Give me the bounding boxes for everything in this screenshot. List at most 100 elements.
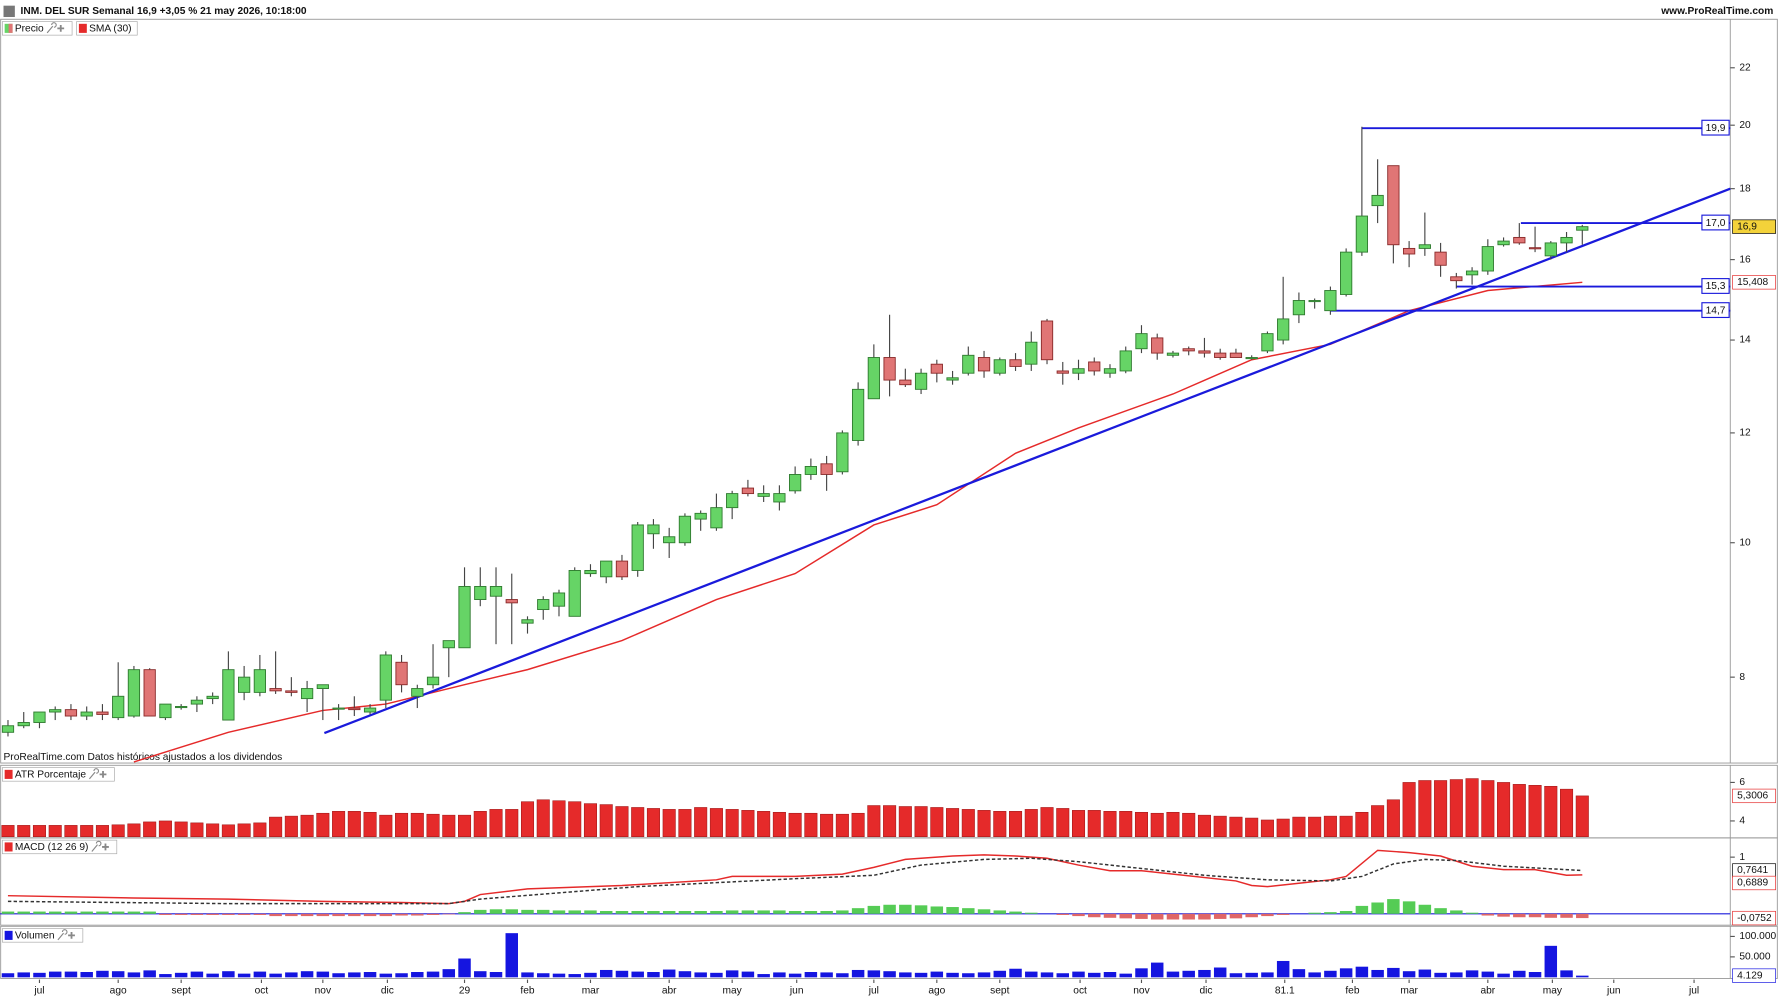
candle-body [1402, 247, 1416, 255]
add-icon [99, 770, 107, 778]
bar [583, 803, 597, 838]
bar [174, 972, 188, 978]
bar [237, 823, 251, 838]
bar [332, 973, 345, 978]
bar [206, 823, 220, 838]
bar [379, 973, 393, 978]
bar [96, 970, 109, 978]
candle-body [962, 354, 975, 374]
bar [1434, 972, 1447, 978]
candle-body [1088, 361, 1101, 372]
candle-body [159, 703, 172, 719]
y-tick-label: 18 [1739, 183, 1751, 194]
bar [568, 974, 581, 978]
bar [316, 812, 330, 838]
histogram-bar [867, 905, 881, 914]
candle-body [757, 493, 770, 497]
legend-box [76, 21, 138, 36]
histogram-bar [1308, 912, 1321, 914]
chart-title: INM. DEL SUR Semanal 16,9 +3,05 % 21 may… [21, 6, 307, 17]
x-tick-label: feb [1345, 986, 1359, 997]
candle-body [64, 709, 78, 717]
histogram-bar [647, 910, 660, 914]
bar [1576, 975, 1589, 978]
candle-body [899, 379, 912, 386]
bar [111, 971, 125, 978]
histogram-bar [395, 913, 408, 916]
last-value-label: 16,9 [1737, 221, 1757, 232]
candle-body [96, 711, 109, 715]
x-tick-label: nov [315, 986, 332, 997]
histogram-bar [1576, 913, 1589, 919]
bar [285, 972, 298, 978]
candle-body [631, 524, 644, 571]
bar [725, 809, 739, 838]
histogram-bar [253, 913, 267, 915]
histogram-bar [836, 910, 849, 914]
bar [300, 814, 314, 838]
candle-body [726, 493, 739, 509]
bar [17, 972, 30, 978]
candle-body [1544, 242, 1557, 257]
histogram-bar [1339, 910, 1353, 914]
bar [694, 807, 708, 838]
bar [363, 811, 377, 838]
histogram-bar [363, 913, 377, 917]
candle-body [190, 699, 204, 705]
bar [788, 812, 802, 838]
bar [1260, 819, 1274, 838]
bar [1166, 811, 1180, 838]
bar [1087, 810, 1101, 838]
candle-body [1040, 320, 1054, 361]
bar [1, 973, 15, 978]
x-tick-label: 29 [459, 986, 471, 997]
bar [64, 825, 78, 838]
bar [946, 972, 959, 978]
candle-body [1119, 350, 1132, 372]
candle-body [820, 463, 833, 475]
bar [804, 812, 818, 838]
panel [0, 837, 1778, 926]
bar [615, 806, 629, 838]
bar [741, 971, 755, 978]
bar [820, 972, 833, 978]
histogram-bar [962, 908, 975, 914]
histogram-bar [1544, 913, 1558, 918]
histogram-bar [1513, 913, 1526, 918]
histogram-bar [426, 913, 440, 915]
candle-body [678, 515, 692, 544]
y-tick-label: 16 [1739, 254, 1751, 265]
candle-body [1198, 350, 1211, 354]
bar [851, 812, 865, 838]
candle-body [143, 669, 156, 717]
histogram-bar [1009, 911, 1022, 914]
y-tick-label: 100.000 [1739, 931, 1776, 942]
x-tick-label: mar [1400, 986, 1418, 997]
bar [1418, 780, 1432, 838]
candle-body [1214, 352, 1227, 358]
bar [709, 808, 723, 838]
bar [836, 973, 849, 978]
bar [332, 811, 346, 838]
bar [458, 958, 471, 978]
candle-body [411, 688, 424, 697]
y-tick-label: 10 [1739, 537, 1751, 548]
bar [977, 972, 991, 978]
bar [914, 806, 928, 838]
x-tick-label: oct [255, 986, 269, 997]
bar [678, 809, 692, 838]
candle-body [615, 560, 629, 578]
bar [1198, 969, 1211, 978]
candle-body [647, 524, 660, 535]
legend-swatch [78, 23, 87, 33]
legend-label: Precio [15, 24, 44, 35]
candle-body [206, 695, 219, 700]
level-label: 17,0 [1706, 218, 1726, 229]
histogram-bar [899, 904, 912, 914]
x-tick-label: jun [789, 986, 804, 997]
bar [1, 825, 15, 838]
site: www.ProRealTime.com [1660, 6, 1773, 17]
x-tick-label: abr [1480, 986, 1495, 997]
candle-body [741, 487, 755, 495]
bar [1245, 972, 1258, 978]
